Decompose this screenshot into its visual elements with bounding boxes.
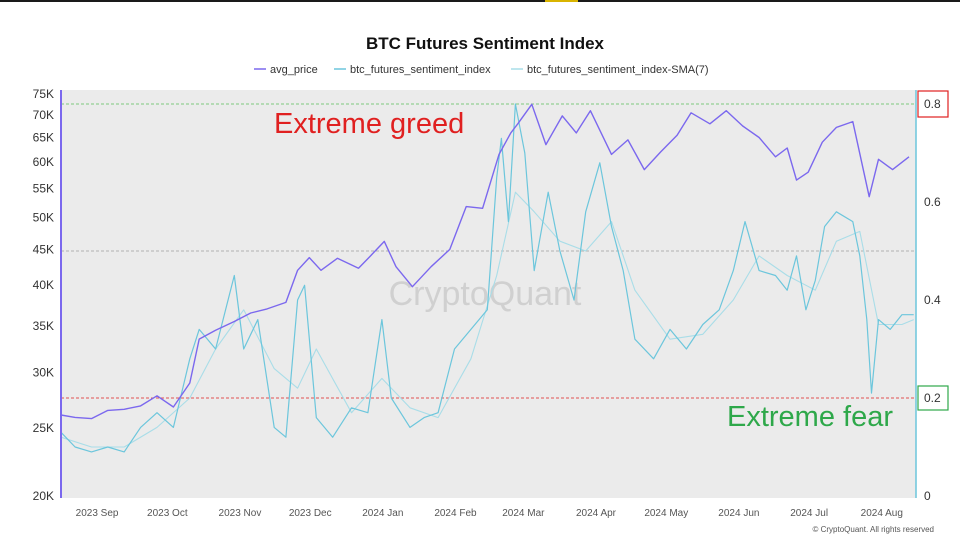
- series-line-btc-futures-sentiment-index: [60, 103, 914, 453]
- x-axis-ticks: 2023 Sep 2023 Oct 2023 Nov 2023 Dec 2024 Jan…: [76, 508, 903, 519]
- extreme-greed-label: Extreme greed: [274, 108, 464, 140]
- right-tick-label: 0.8: [924, 97, 941, 111]
- x-tick-label: 2023 Oct: [147, 508, 188, 519]
- x-tick-label: 2023 Dec: [289, 508, 332, 519]
- x-tick-label: 2024 Aug: [861, 508, 903, 519]
- left-tick-label: 50K: [33, 210, 54, 224]
- left-tick-label: 55K: [33, 181, 54, 195]
- chart-legend: avg_price btc_futures_sentiment_index bt…: [254, 64, 709, 76]
- series-line-avg-price: [60, 103, 910, 420]
- legend-label-avg-price[interactable]: avg_price: [270, 64, 318, 76]
- extreme-fear-label: Extreme fear: [727, 401, 893, 433]
- x-tick-label: 2024 Jun: [718, 508, 759, 519]
- series-line-btc-futures-sentiment-index-sma-7-: [60, 191, 914, 448]
- x-tick-label: 2023 Nov: [219, 508, 262, 519]
- right-tick-label: 0.6: [924, 195, 941, 209]
- x-tick-label: 2023 Sep: [76, 508, 119, 519]
- legend-label-sentiment[interactable]: btc_futures_sentiment_index: [350, 64, 491, 76]
- x-tick-label: 2024 Jul: [790, 508, 828, 519]
- x-tick-label: 2024 May: [644, 508, 688, 519]
- left-tick-label: 45K: [33, 242, 54, 256]
- left-tick-label: 35K: [33, 319, 54, 333]
- x-tick-label: 2024 Jan: [362, 508, 403, 519]
- x-tick-label: 2024 Mar: [502, 508, 545, 519]
- greed-level-box: [917, 90, 949, 118]
- reference-lines: [61, 103, 916, 399]
- left-tick-label: 30K: [33, 366, 54, 380]
- window-top-edge: [0, 0, 960, 2]
- left-axis-ticks: 75K 70K 65K 60K 55K 50K 45K 40K 35K 30K 25K 20K: [33, 87, 54, 503]
- copyright-credit: © CryptoQuant. All rights reserved: [813, 525, 935, 534]
- x-tick-label: 2024 Feb: [434, 508, 477, 519]
- legend-label-sma[interactable]: btc_futures_sentiment_index-SMA(7): [527, 64, 709, 76]
- left-tick-label: 20K: [33, 489, 54, 503]
- fear-level-box: [917, 385, 949, 411]
- window-top-accent: [545, 0, 578, 2]
- left-tick-label: 60K: [33, 155, 54, 169]
- right-tick-label: 0: [924, 489, 931, 503]
- left-tick-label: 70K: [33, 108, 54, 122]
- left-tick-label: 40K: [33, 278, 54, 292]
- left-tick-label: 25K: [33, 421, 54, 435]
- chart-title: BTC Futures Sentiment Index: [366, 34, 605, 53]
- right-axis-ticks: 0.8 0.6 0.4 0.2 0: [917, 90, 949, 503]
- x-tick-label: 2024 Apr: [576, 508, 617, 519]
- right-tick-label: 0.4: [924, 293, 941, 307]
- watermark: CryptoQuant: [389, 275, 582, 313]
- left-tick-label: 75K: [33, 87, 54, 101]
- left-tick-label: 65K: [33, 131, 54, 145]
- series-layer: [60, 103, 914, 453]
- right-tick-label: 0.2: [924, 391, 941, 405]
